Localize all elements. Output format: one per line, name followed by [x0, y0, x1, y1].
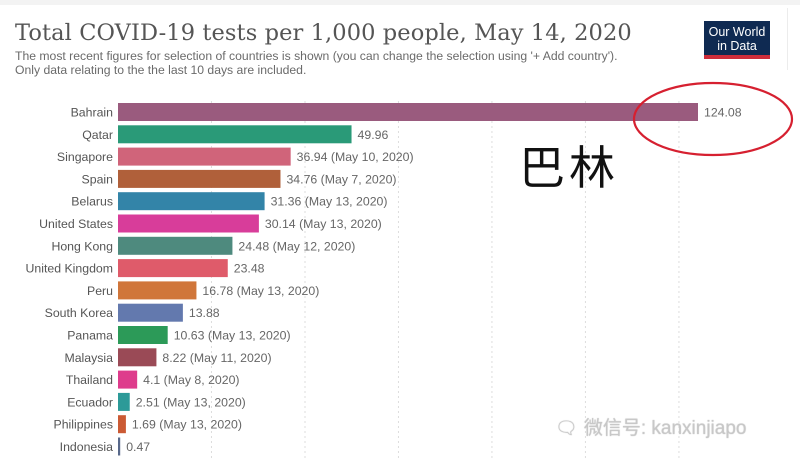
category-label: Bahrain	[71, 106, 114, 120]
value-label: 124.08	[704, 106, 742, 120]
subtitle-line-2: Only data relating to the the last 10 da…	[15, 63, 307, 77]
owid-logo[interactable]: Our World in Data	[704, 21, 770, 59]
logo-line-1: Our World	[708, 25, 766, 39]
category-label: Ecuador	[67, 395, 113, 409]
bar-malaysia[interactable]	[118, 348, 157, 367]
value-label: 23.48	[234, 262, 265, 276]
category-label: Hong Kong	[51, 239, 113, 253]
category-label: Singapore	[57, 150, 113, 164]
annotation-label: 巴林	[519, 141, 619, 195]
value-label: 2.51 (May 13, 2020)	[136, 395, 246, 409]
bar-singapore[interactable]	[118, 147, 291, 166]
category-label: Malaysia	[64, 351, 113, 365]
value-label: 8.22 (May 11, 2020)	[162, 351, 271, 365]
category-label: United Kingdom	[26, 262, 114, 276]
category-label: Belarus	[71, 195, 113, 209]
bar-thailand[interactable]	[118, 370, 138, 389]
category-label: Indonesia	[60, 440, 113, 454]
category-label: United States	[39, 217, 113, 231]
bar-philippines[interactable]	[118, 415, 126, 434]
watermark: 🗨 微信号: kanxinjiapo	[555, 413, 746, 440]
category-label: Panama	[67, 329, 113, 343]
value-label: 24.48 (May 12, 2020)	[238, 239, 355, 253]
bar-peru[interactable]	[118, 281, 197, 300]
bars	[118, 103, 698, 456]
value-label: 34.76 (May 7, 2020)	[286, 172, 396, 186]
highlight-ellipse	[632, 81, 794, 157]
value-label: 1.69 (May 13, 2020)	[132, 418, 242, 432]
value-label: 4.1 (May 8, 2020)	[143, 373, 239, 387]
labels: Bahrain 124.08 Qatar 49.96 Singapore 36.94 (M…	[26, 106, 742, 455]
bar-hong-kong[interactable]	[118, 236, 233, 255]
category-label: Qatar	[82, 128, 113, 142]
value-label: 16.78 (May 13, 2020)	[202, 284, 319, 298]
category-label: Peru	[87, 284, 113, 298]
category-label: Thailand	[66, 373, 113, 387]
bar-bahrain[interactable]	[118, 103, 698, 121]
category-label: Spain	[82, 172, 114, 186]
logo-line-2: in Data	[717, 39, 757, 53]
bar-belarus[interactable]	[118, 192, 265, 211]
subtitle-line-1: The most recent figures for selection of…	[15, 49, 618, 63]
value-label: 36.94 (May 10, 2020)	[297, 150, 414, 164]
header-divider	[787, 8, 788, 70]
bar-spain[interactable]	[118, 169, 281, 188]
value-label: 30.14 (May 13, 2020)	[265, 217, 382, 231]
bar-ecuador[interactable]	[118, 392, 130, 411]
bar-south-korea[interactable]	[118, 303, 183, 322]
bar-panama[interactable]	[118, 326, 168, 344]
bar-indonesia[interactable]	[118, 437, 121, 456]
wechat-icon: 🗨	[555, 418, 578, 438]
value-label: 0.47	[126, 440, 150, 454]
top-strip	[0, 0, 800, 5]
bar-qatar[interactable]	[118, 125, 352, 144]
value-label: 49.96	[358, 128, 389, 142]
watermark-text: 微信号: kanxinjiapo	[583, 418, 747, 439]
value-label: 10.63 (May 13, 2020)	[174, 329, 291, 343]
category-label: South Korea	[45, 306, 114, 320]
chart-title: Total COVID-19 tests per 1,000 people, M…	[15, 20, 632, 46]
value-label: 31.36 (May 13, 2020)	[271, 195, 388, 209]
bar-united-states[interactable]	[118, 214, 259, 233]
bar-united-kingdom[interactable]	[118, 259, 228, 278]
chart-subtitle: The most recent figures for selection of…	[15, 49, 705, 77]
category-label: Philippines	[54, 418, 113, 432]
value-label: 13.88	[189, 306, 220, 320]
